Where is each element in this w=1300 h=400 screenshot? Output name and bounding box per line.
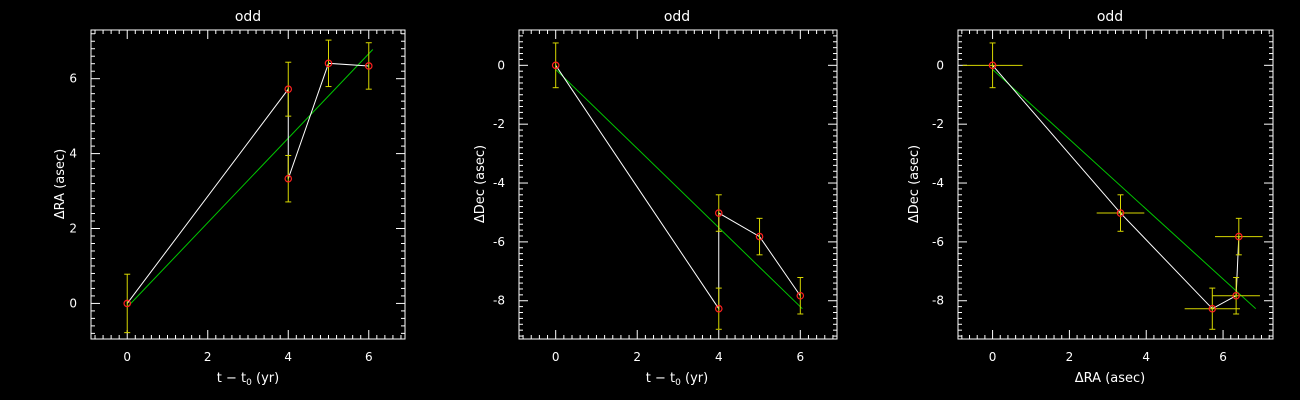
panel-1-data-point	[123, 299, 132, 308]
panel-3-fit-line	[992, 69, 1257, 310]
panel-1-ytick-label: 6	[69, 72, 77, 86]
panel-2-ytick-label: -6	[493, 235, 505, 249]
panel-3-xtick-label: 6	[1219, 350, 1227, 364]
panel-1-data-point	[284, 85, 293, 93]
panel-1-xtick-label: 6	[365, 350, 373, 364]
panel-1-ylabel: ΔRA (asec)	[53, 149, 68, 219]
panel-1-xtick-label: 4	[284, 350, 292, 364]
panel-3-ytick-label: -8	[932, 294, 944, 308]
panel-2-xtick-label: 2	[633, 350, 641, 364]
panel-1-data-point	[364, 62, 373, 70]
panel-2-data-point	[714, 304, 723, 313]
panel-2-xlabel: t − t0 (yr)	[646, 371, 708, 388]
panel-2-ylabel: ΔDec (asec)	[473, 145, 488, 223]
panel-3-ylabel: ΔDec (asec)	[907, 145, 922, 223]
panel-2: odd t − t0 (yr) ΔDec (asec) 0 2 4 6 0 -2 -4 -6 -…	[473, 9, 838, 388]
panel-2-data-point	[551, 61, 560, 70]
panel-2-xtick-label: 4	[715, 350, 723, 364]
panel-3-data-point	[1208, 304, 1217, 313]
panel-2-data-point	[714, 209, 723, 217]
panel-1-fit-line	[126, 49, 374, 308]
panel-2-ytick-label: -2	[493, 117, 505, 131]
panel-1-ytick-label: 4	[69, 147, 77, 161]
panel-3-connect-line	[992, 64, 1240, 310]
panel-1-data-point	[284, 174, 293, 183]
panel-2-xtick-label: 0	[552, 350, 560, 364]
panel-1-title: odd	[235, 9, 261, 25]
panel-2-ytick-label: -4	[493, 176, 505, 190]
panel-1-ytick-label: 2	[69, 222, 77, 236]
panel-3: odd ΔRA (asec) ΔDec (asec) 0 2 4 6 0 -2 -4 -6 -8	[907, 9, 1274, 386]
panel-3-xtick-label: 4	[1142, 350, 1150, 364]
panel-3-ytick-label: 0	[936, 58, 944, 72]
panel-1-xtick-label: 2	[204, 350, 212, 364]
panel-2-frame	[518, 29, 838, 340]
panel-2-title: odd	[664, 9, 690, 25]
panel-1: odd t − t0 (yr) ΔRA (asec) 0 2 4 6 0 2 4 6	[53, 9, 406, 388]
panel-3-data-point	[1232, 291, 1240, 300]
panel-3-xtick-label: 0	[989, 350, 997, 364]
panel-1-ytick-label: 0	[69, 296, 77, 310]
panel-1-frame	[90, 29, 406, 340]
panel-3-frame	[957, 29, 1274, 340]
panel-1-xlabel: t − t0 (yr)	[217, 371, 279, 388]
panel-3-plot: 0 2 4 6 0 -2 -4 -6 -8	[932, 29, 1274, 364]
panel-3-data-point	[988, 61, 997, 70]
panel-2-connect-line	[555, 65, 801, 311]
panel-2-plot: 0 2 4 6 0 -2 -4 -6 -8	[493, 29, 838, 364]
panel-2-data-point	[796, 291, 805, 300]
panel-1-data-point	[324, 59, 333, 68]
panel-3-ytick-label: -6	[932, 235, 944, 249]
panel-2-data-point	[755, 232, 764, 241]
panel-1-xtick-label: 0	[123, 350, 131, 364]
panel-3-data-point	[1116, 209, 1125, 217]
panel-2-ytick-label: 0	[497, 58, 505, 72]
panel-3-title: odd	[1097, 9, 1123, 25]
panel-2-ytick-label: -8	[493, 294, 505, 308]
panel-1-plot: 0 2 4 6 0 2 4 6	[69, 29, 406, 364]
panel-2-fit-line	[555, 69, 803, 310]
panel-2-xtick-label: 6	[796, 350, 804, 364]
panel-3-data-point	[1235, 232, 1243, 241]
panel-3-xtick-label: 2	[1066, 350, 1074, 364]
panel-1-connect-line	[126, 62, 369, 304]
panel-3-ytick-label: -2	[932, 117, 944, 131]
panel-3-ytick-label: -4	[932, 176, 944, 190]
panel-3-xlabel: ΔRA (asec)	[1075, 371, 1145, 386]
